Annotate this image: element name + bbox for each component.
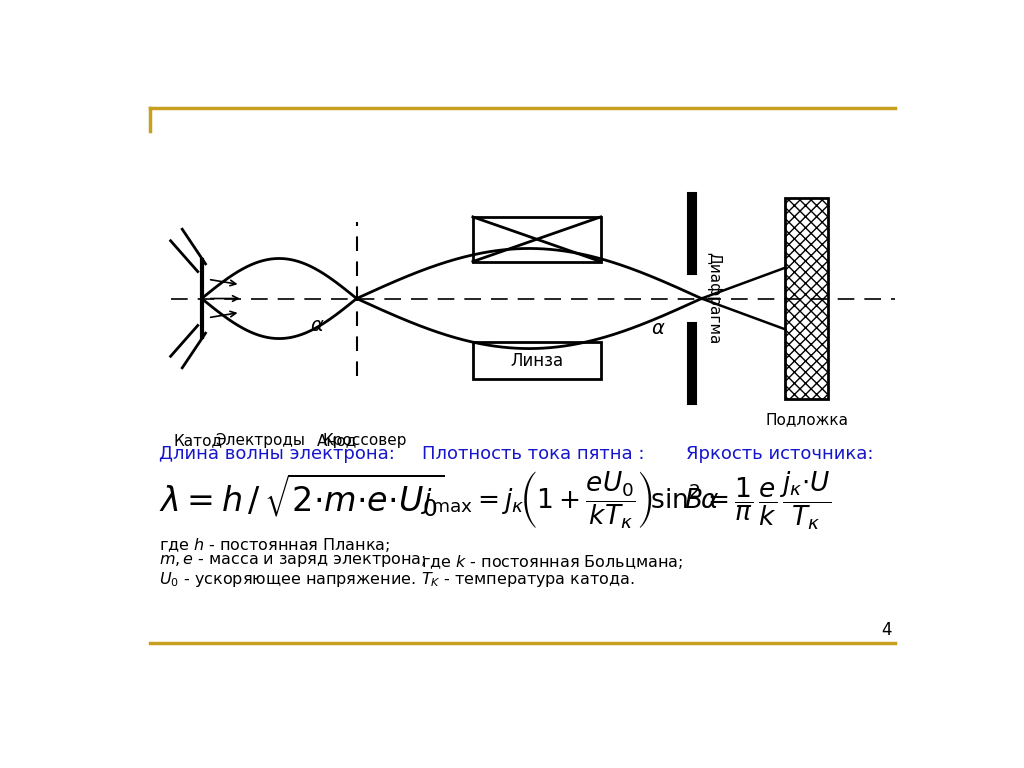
Text: Длина волны электрона:: Длина волны электрона: xyxy=(159,445,395,463)
Bar xyxy=(688,193,696,274)
Text: α: α xyxy=(310,316,323,335)
Text: $B = \dfrac{1}{\pi}\,\dfrac{e}{k}\,\dfrac{j_{\kappa}{\cdot}U}{T_{\kappa}}$: $B = \dfrac{1}{\pi}\,\dfrac{e}{k}\,\dfra… xyxy=(684,469,831,532)
Text: Плотность тока пятна :: Плотность тока пятна : xyxy=(423,445,645,463)
Text: Линза: Линза xyxy=(510,352,563,370)
Bar xyxy=(688,323,696,404)
Text: Электроды: Электроды xyxy=(215,433,305,449)
Text: 4: 4 xyxy=(881,621,891,639)
Text: $U_0$ - ускоряющее напряжение.: $U_0$ - ускоряющее напряжение. xyxy=(159,570,416,588)
Text: $j_{\mathrm{max}} = j_{\kappa}\!\left(1+\dfrac{eU_0}{kT_{\kappa}}\right)\!\sin^2: $j_{\mathrm{max}} = j_{\kappa}\!\left(1+… xyxy=(421,469,720,531)
Text: $m, e$ - масса и заряд электрона;: $m, e$ - масса и заряд электрона; xyxy=(159,553,426,568)
Text: Диафрагма: Диафрагма xyxy=(707,253,721,345)
Text: Подложка: Подложка xyxy=(765,412,848,428)
Text: Анод: Анод xyxy=(317,433,357,449)
Text: α: α xyxy=(651,319,664,338)
Text: Катод: Катод xyxy=(173,433,222,449)
Text: $T_K$ - температура катода.: $T_K$ - температура катода. xyxy=(421,570,635,588)
Bar xyxy=(473,343,601,379)
Text: $\lambda = h\,/\,\sqrt{2{\cdot}m{\cdot}e{\cdot}U_0}$: $\lambda = h\,/\,\sqrt{2{\cdot}m{\cdot}e… xyxy=(159,472,444,519)
Bar xyxy=(785,198,827,399)
Bar xyxy=(473,217,601,262)
Text: Кроссовер: Кроссовер xyxy=(323,433,407,449)
Text: где $h$ - постоянная Планка;: где $h$ - постоянная Планка; xyxy=(159,536,390,554)
Text: где $k$ - постоянная Больцмана;: где $k$ - постоянная Больцмана; xyxy=(421,553,683,571)
Text: Яркость источника:: Яркость источника: xyxy=(686,445,873,463)
